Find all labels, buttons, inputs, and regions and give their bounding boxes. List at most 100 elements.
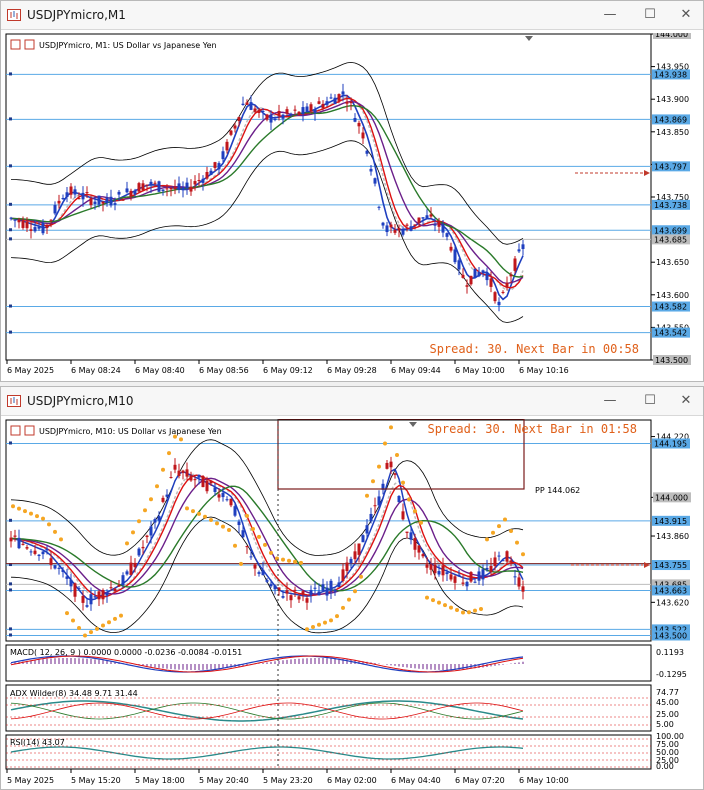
price-chart-m1[interactable]: 144.000143.950143.900143.850143.800143.7… [5, 33, 699, 377]
price-chart-m10[interactable]: 144.220 144.000 143.860 143.620 0.1193 -0.129… [5, 419, 699, 787]
candle-body [33, 227, 37, 232]
candle-body [17, 219, 21, 223]
chart-shift-marker-icon[interactable] [409, 422, 417, 427]
sar-dot [395, 452, 399, 457]
candle-body [329, 580, 333, 592]
maximize-button[interactable]: ☐ [644, 7, 656, 22]
minimize-button[interactable]: — [603, 393, 617, 408]
candle-body [221, 151, 225, 160]
minimize-button[interactable]: — [603, 7, 617, 22]
candle-body [277, 110, 281, 115]
price-tag [652, 624, 690, 635]
candle-body [181, 470, 185, 473]
close-button[interactable]: ✕ [680, 393, 692, 408]
window-titlebar-m1[interactable]: USDJPYmicro,M1 — ☐ ✕ [1, 1, 703, 30]
candle-body [385, 225, 389, 233]
time-axis-label: 5 May 2025 [7, 776, 54, 785]
candle-body [257, 572, 261, 574]
candle-body [197, 474, 201, 478]
chart-canvas-m10[interactable]: 144.220 144.000 143.860 143.620 0.1193 -0.129… [5, 419, 699, 787]
candle-body [109, 196, 113, 206]
chart-type-icon[interactable] [10, 425, 21, 436]
candle-body [173, 186, 177, 189]
candle-body [165, 494, 169, 497]
time-axis-label: 6 May 02:00 [327, 776, 377, 785]
candle-body [125, 571, 129, 575]
candle-body [353, 117, 357, 122]
candle-body [117, 191, 121, 195]
price-tag [652, 225, 690, 236]
candle-body [105, 592, 109, 596]
candle-body [113, 203, 117, 205]
rsi-label: RSI(14) 43.07 [10, 738, 65, 747]
chart-canvas-m1[interactable]: 144.000143.950143.900143.850143.800143.7… [5, 33, 699, 377]
candle-body [397, 495, 401, 503]
chart-settings-icon[interactable] [24, 425, 35, 436]
candle-body [513, 258, 517, 271]
sar-dot [23, 509, 27, 514]
candle-body [213, 487, 217, 492]
sar-dot [521, 552, 525, 557]
macd-pane[interactable] [5, 644, 652, 682]
adx-label: ADX Wilder(8) 34.48 9.71 31.44 [10, 689, 138, 698]
level-marker [9, 563, 12, 567]
window-title: USDJPYmicro,M10 [27, 394, 134, 408]
candle-body [129, 190, 133, 197]
time-axis-label: 5 May 15:20 [71, 776, 121, 785]
chart-symbol-label: USDJPYmicro, M10: US Dollar vs Japanese … [39, 427, 222, 436]
candle-body [121, 575, 125, 586]
candle-body [365, 525, 369, 534]
candle-body [481, 270, 485, 274]
candle-body [497, 301, 501, 306]
candle-body [409, 532, 413, 540]
level-marker [9, 202, 12, 206]
window-titlebar-m10[interactable]: USDJPYmicro,M10 — ☐ ✕ [1, 387, 703, 416]
candle-body [77, 588, 81, 590]
candle-body [229, 130, 233, 135]
chart-settings-icon[interactable] [24, 39, 35, 50]
candle-body [105, 197, 109, 204]
sar-dot [107, 620, 111, 625]
chart-shift-marker-icon[interactable] [525, 36, 533, 41]
candle-body [205, 172, 209, 179]
level-marker [9, 228, 12, 232]
candle-body [113, 588, 117, 591]
candle-body [21, 220, 25, 228]
candle-body [85, 605, 89, 607]
candle-body [57, 567, 61, 569]
candle-body [297, 111, 301, 115]
price-axis-label: 144.000 [655, 33, 688, 39]
candle-body [389, 224, 393, 228]
candle-body [249, 102, 253, 110]
candle-body [441, 224, 445, 233]
candle-body [449, 246, 453, 251]
candle-body [397, 228, 401, 231]
adx-axis-label: 45.00 [656, 698, 679, 707]
candle-body [17, 537, 21, 549]
sar-dot [191, 509, 195, 514]
price-tag-label: 143.915 [654, 517, 687, 526]
adx-pane[interactable] [5, 684, 652, 732]
sar-dot [53, 529, 57, 534]
candle-body [149, 181, 153, 186]
sar-dot [227, 527, 231, 532]
price-tag [652, 114, 690, 125]
candle-body [181, 187, 185, 191]
price-axis-label: 143.500 [655, 356, 688, 365]
level-marker [9, 164, 12, 168]
sar-dot [425, 595, 429, 600]
close-button[interactable]: ✕ [680, 7, 692, 22]
chart-type-icon[interactable] [10, 39, 21, 50]
candle-body [349, 558, 353, 564]
macd-line [10, 655, 524, 673]
sar-dot [323, 620, 327, 625]
candle-body [233, 125, 237, 129]
maximize-button[interactable]: ☐ [644, 393, 656, 408]
candle-body [225, 499, 229, 501]
sar-dot [299, 560, 303, 565]
price-axis-label: 143.860 [656, 532, 689, 541]
price-tag [652, 327, 690, 338]
sar-dot [431, 598, 435, 603]
price-tag [652, 69, 690, 80]
price-tag [652, 438, 690, 449]
